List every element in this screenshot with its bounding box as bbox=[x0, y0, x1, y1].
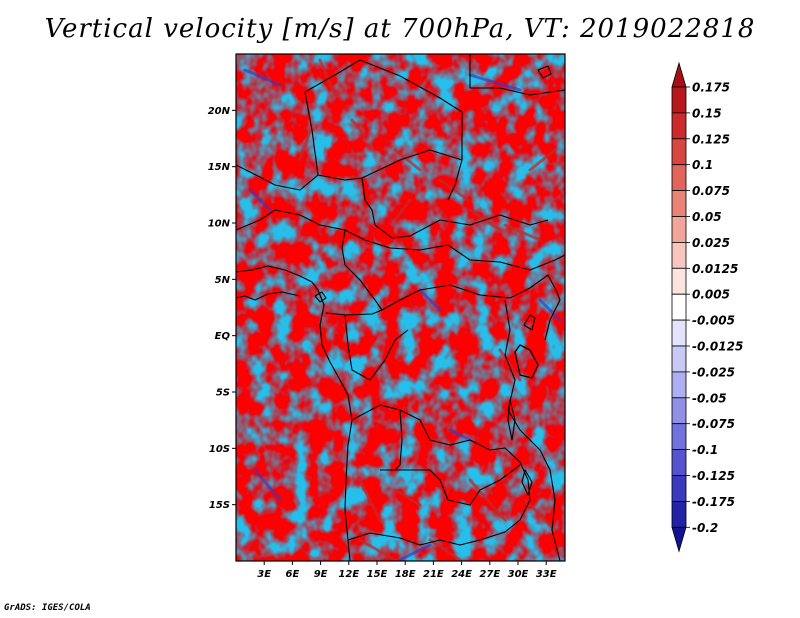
colorbar-swatch bbox=[671, 500, 687, 528]
y-tick-label: EQ bbox=[215, 331, 231, 342]
colorbar-label: -0.0125 bbox=[692, 340, 743, 354]
x-tick-label: 30E bbox=[508, 569, 529, 580]
colorbar-label: 0.075 bbox=[692, 184, 730, 198]
colorbar-swatch bbox=[671, 371, 687, 399]
colorbar-label: 0.15 bbox=[692, 106, 722, 120]
colorbar-label: 0.005 bbox=[692, 288, 730, 302]
colorbar-label: 0.1 bbox=[692, 158, 713, 172]
colorbar-swatch bbox=[671, 241, 687, 269]
colorbar-swatch bbox=[671, 397, 687, 425]
country-borders bbox=[236, 54, 565, 561]
y-tick-label: 5N bbox=[215, 275, 231, 286]
colorbar-swatch bbox=[671, 449, 687, 476]
colorbar-label: 0.175 bbox=[692, 81, 730, 95]
colorbar-label: 0.0125 bbox=[692, 262, 738, 276]
colorbar-label: -0.05 bbox=[692, 391, 727, 405]
colorbar-bottom-arrow bbox=[671, 526, 687, 553]
colorbar-swatch bbox=[671, 138, 687, 166]
colorbar-swatch bbox=[671, 190, 687, 217]
x-tick-label: 24E bbox=[451, 569, 472, 580]
colorbar-label: -0.075 bbox=[692, 417, 735, 431]
x-tick-label: 6E bbox=[286, 569, 300, 580]
colorbar-swatch bbox=[671, 164, 687, 191]
colorbar-swatch bbox=[671, 216, 687, 243]
x-tick-label: 21E bbox=[423, 569, 444, 580]
x-tick-label: 15E bbox=[367, 569, 388, 580]
colorbar-swatch bbox=[671, 475, 687, 502]
velocity-field bbox=[236, 54, 565, 561]
x-axis: 3E 6E 9E 12E 15E 18E 21E 24E 27E 30E 33E bbox=[257, 561, 557, 580]
chart-title: Vertical velocity [m/s] at 700hPa, VT: 2… bbox=[44, 14, 756, 44]
colorbar-label: -0.2 bbox=[692, 521, 718, 535]
colorbar-label: -0.025 bbox=[692, 365, 735, 379]
colorbar-swatch bbox=[671, 293, 687, 321]
colorbar-swatch bbox=[671, 112, 687, 140]
colorbar-label: -0.125 bbox=[692, 469, 735, 483]
x-tick-label: 27E bbox=[479, 569, 500, 580]
y-axis: 20N 15N 10N 5N EQ 5S 10S 15S bbox=[208, 106, 236, 511]
colorbar-top-arrow bbox=[671, 61, 687, 88]
x-tick-label: 18E bbox=[395, 569, 416, 580]
colorbar-label: -0.175 bbox=[692, 495, 735, 509]
x-tick-label: 9E bbox=[314, 569, 328, 580]
y-tick-label: 20N bbox=[208, 106, 231, 117]
x-tick-label: 3E bbox=[257, 569, 271, 580]
colorbar-label: -0.005 bbox=[692, 314, 735, 328]
map-frame bbox=[235, 53, 566, 562]
colorbar: 0.175 0.15 0.125 0.1 0.075 0.05 0.025 0.0125 0.0… bbox=[671, 61, 743, 553]
grads-credit: GrADS: IGES/COLA bbox=[4, 603, 91, 613]
colorbar-swatch bbox=[671, 267, 687, 295]
y-tick-label: 15N bbox=[208, 162, 231, 173]
colorbar-label: 0.125 bbox=[692, 132, 730, 146]
y-tick-label: 5S bbox=[216, 388, 230, 399]
y-tick-label: 10S bbox=[209, 444, 230, 455]
y-tick-label: 15S bbox=[209, 500, 230, 511]
y-tick-label: 10N bbox=[208, 219, 231, 230]
colorbar-swatch bbox=[671, 86, 687, 114]
colorbar-swatch bbox=[671, 345, 687, 373]
x-tick-label: 12E bbox=[338, 569, 359, 580]
colorbar-label: 0.05 bbox=[692, 210, 722, 224]
x-tick-label: 33E bbox=[536, 569, 557, 580]
colorbar-label: 0.025 bbox=[692, 236, 730, 250]
colorbar-label: -0.1 bbox=[692, 443, 718, 457]
colorbar-swatch bbox=[671, 319, 687, 347]
colorbar-swatch bbox=[671, 423, 687, 451]
